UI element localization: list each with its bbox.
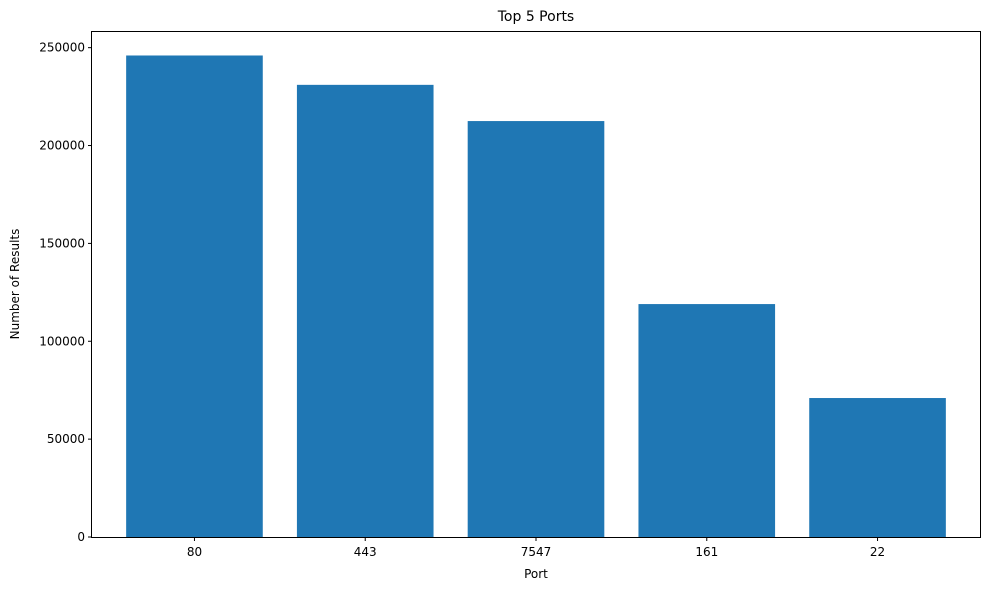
bar-22 bbox=[809, 398, 946, 537]
y-tick-label: 0 bbox=[77, 530, 85, 544]
x-axis-label: Port bbox=[524, 567, 548, 581]
y-tick-label: 200000 bbox=[39, 139, 85, 153]
y-tick-label: 50000 bbox=[47, 432, 85, 446]
chart-title: Top 5 Ports bbox=[497, 9, 574, 25]
x-tick-label: 7547 bbox=[521, 545, 552, 559]
y-axis-label: Number of Results bbox=[8, 229, 22, 340]
x-tick-label: 161 bbox=[695, 545, 718, 559]
x-tick-label: 443 bbox=[354, 545, 377, 559]
y-tick-label: 100000 bbox=[39, 334, 85, 348]
x-tick-label: 80 bbox=[187, 545, 202, 559]
bar-80 bbox=[126, 55, 263, 538]
x-axis: 80 443 7547 161 22 bbox=[187, 537, 885, 559]
plot-frame bbox=[91, 31, 981, 538]
bar-443 bbox=[296, 84, 434, 537]
y-tick-label: 150000 bbox=[39, 236, 85, 250]
bars-layer bbox=[126, 55, 946, 538]
y-tick-label: 250000 bbox=[39, 41, 85, 55]
bar-7547 bbox=[467, 121, 605, 537]
bar-161 bbox=[638, 304, 776, 537]
x-tick-label: 22 bbox=[870, 545, 885, 559]
